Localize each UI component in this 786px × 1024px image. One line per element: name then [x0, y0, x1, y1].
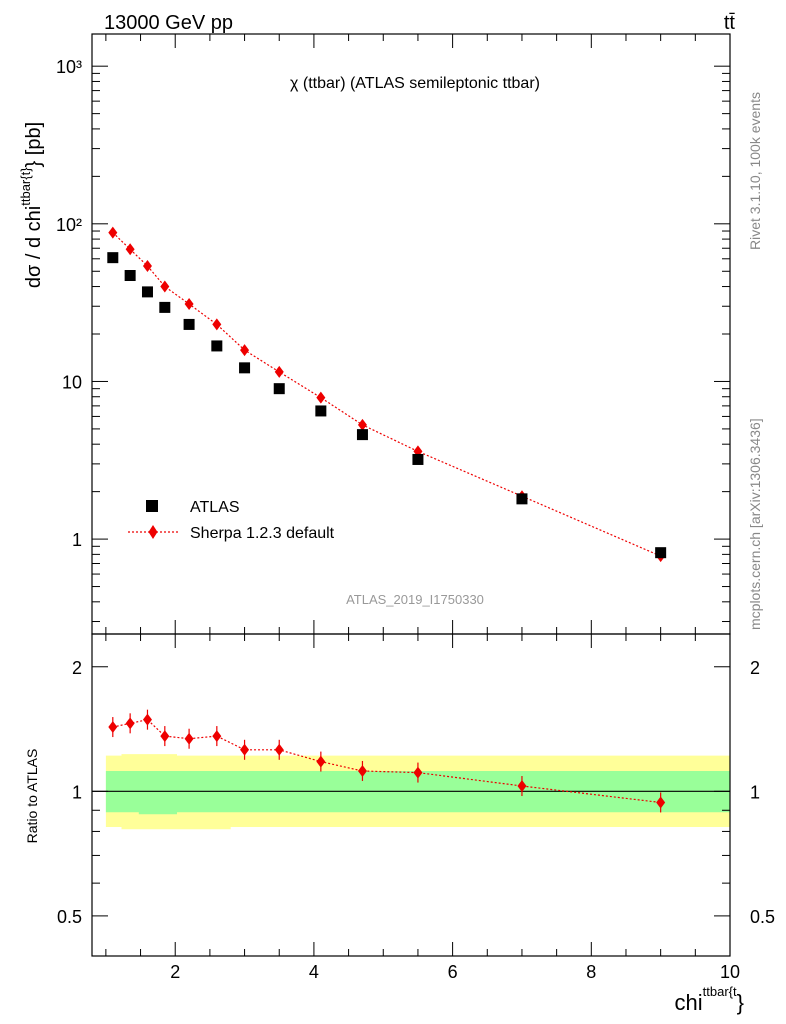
mc-point: [274, 365, 284, 378]
mc-point: [316, 391, 326, 404]
side-label-bottom: mcplots.cern.ch [arXiv:1306.3436]: [747, 418, 763, 630]
ratio-mc-point: [212, 730, 222, 743]
mc-point: [125, 243, 135, 256]
ratio-y-tick-label: 2: [72, 658, 82, 678]
process-label: tt̄: [724, 12, 736, 34]
main-panel: 1 10 10² 10³: [56, 33, 731, 635]
y-tick-label: 1: [72, 530, 82, 550]
x-tick-label: 8: [586, 962, 596, 982]
ratio-mc-point: [357, 764, 367, 777]
mc-point: [212, 318, 222, 331]
mc-point: [240, 344, 250, 357]
data-point: [315, 405, 327, 417]
data-point: [356, 429, 368, 441]
ratio-y-tick-label: 0.5: [57, 907, 82, 927]
ratio-y-tick-label-right: 1: [750, 782, 760, 802]
main-mc-series: [108, 226, 666, 563]
ratio-y-tick-label-right: 2: [750, 658, 760, 678]
plot-title: χ (ttbar) (ATLAS semileptonic ttbar): [290, 75, 540, 92]
x-tick-label: 4: [309, 962, 319, 982]
ratio-mc-point: [125, 717, 135, 730]
analysis-id: ATLAS_2019_I1750330: [346, 592, 484, 607]
ratio-mc-point: [316, 755, 326, 768]
main-ticks: 1 10 10² 10³: [56, 34, 731, 634]
ratio-y-axis-label: Ratio to ATLAS: [24, 749, 40, 844]
ratio-mc-point: [160, 730, 170, 743]
ratio-mc-series: [108, 709, 666, 813]
svg-text:chittbar{t}: chittbar{t}: [675, 984, 744, 1015]
ratio-mc-point: [184, 732, 194, 745]
x-tick-label: 10: [720, 962, 740, 982]
main-frame: [91, 33, 731, 635]
beam-label: 13000 GeV pp: [104, 12, 233, 34]
ratio-mc-point: [656, 796, 666, 809]
data-point: [141, 286, 153, 298]
mc-point: [108, 226, 118, 239]
data-point: [183, 318, 195, 330]
legend-data-label: ATLAS: [190, 499, 240, 516]
mc-point: [160, 280, 170, 293]
ratio-y-tick-label-right: 0.5: [750, 907, 775, 927]
ratio-mc-point: [108, 721, 118, 734]
data-point: [239, 362, 251, 374]
data-point: [655, 547, 667, 559]
main-y-axis-label: dσ / d chittbar{t}} [pb]: [18, 122, 45, 288]
x-axis-label: chittbar{t}: [675, 984, 744, 1015]
ratio-frame: [91, 633, 731, 957]
ratio-mc-point: [240, 743, 250, 756]
data-point: [412, 453, 424, 465]
legend: ATLAS Sherpa 1.2.3 default: [128, 499, 335, 542]
main-data-series: [107, 252, 667, 559]
data-point: [124, 270, 136, 282]
legend-mc-marker: [148, 525, 158, 539]
y-tick-label: 10³: [56, 57, 82, 77]
band-inner: [105, 771, 730, 815]
data-point: [107, 252, 119, 264]
data-point: [516, 493, 528, 505]
ratio-mc-point: [517, 780, 527, 793]
data-point: [211, 340, 223, 352]
ratio-mc-point: [142, 713, 152, 726]
data-point: [159, 301, 171, 313]
mc-point: [142, 260, 152, 273]
ratio-y-tick-label: 1: [72, 782, 82, 802]
side-label-top: Rivet 3.1.10, 100k events: [747, 92, 763, 250]
mc-point: [357, 418, 367, 431]
ratio-mc-point: [413, 766, 423, 779]
ratio-ticks: 2 4 6 8 10 0.5 0.5 1 1 2 2: [57, 634, 775, 982]
legend-data-marker: [146, 500, 158, 512]
ratio-mc-point: [274, 743, 284, 756]
ratio-panel: 2 4 6 8 10 0.5 0.5 1 1 2 2: [57, 633, 775, 982]
svg-text:dσ / d chittbar{t}} [pb]: dσ / d chittbar{t}} [pb]: [18, 122, 45, 288]
legend-mc-label: Sherpa 1.2.3 default: [190, 525, 335, 542]
data-point: [273, 383, 285, 395]
y-tick-label: 10: [62, 372, 82, 392]
mc-point: [184, 297, 194, 310]
x-tick-label: 6: [448, 962, 458, 982]
y-tick-label: 10²: [56, 215, 82, 235]
x-tick-label: 2: [170, 962, 180, 982]
